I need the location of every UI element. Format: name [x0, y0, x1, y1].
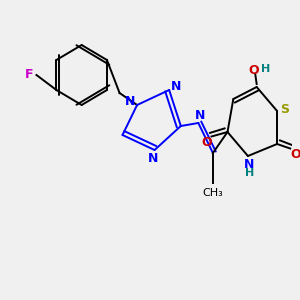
Text: N: N — [244, 158, 255, 171]
Text: F: F — [25, 68, 33, 82]
Text: O: O — [248, 64, 259, 77]
Text: N: N — [171, 80, 182, 93]
Text: O: O — [290, 148, 300, 161]
Text: N: N — [124, 95, 135, 108]
Text: H: H — [245, 168, 254, 178]
Text: N: N — [195, 109, 205, 122]
Text: S: S — [280, 103, 289, 116]
Text: H: H — [261, 64, 270, 74]
Text: CH₃: CH₃ — [202, 188, 223, 199]
Text: N: N — [148, 152, 158, 166]
Text: O: O — [201, 136, 211, 149]
